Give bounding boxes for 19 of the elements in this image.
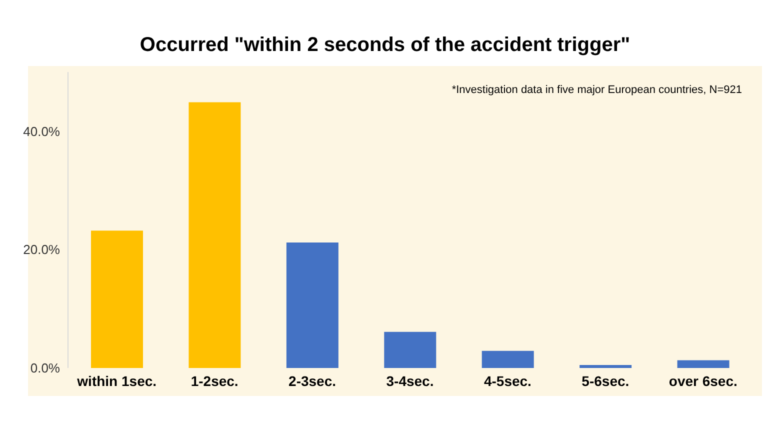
x-tick-label: 2-3sec. bbox=[288, 372, 336, 389]
bar bbox=[384, 332, 436, 368]
bar bbox=[286, 242, 338, 368]
y-tick-label: 0.0% bbox=[30, 360, 60, 376]
annotation: *Investigation data in five major European countries, N=921 bbox=[452, 84, 742, 96]
y-tick-label: 40.0% bbox=[23, 124, 60, 139]
bar bbox=[188, 102, 241, 368]
chart-title: Occurred "within 2 seconds of the accident trigger" bbox=[138, 34, 632, 57]
bar bbox=[91, 230, 143, 368]
x-tick-label: 1-2sec. bbox=[190, 372, 238, 389]
x-tick-label: 5-6sec. bbox=[582, 372, 630, 389]
x-tick-label: over 6sec. bbox=[668, 372, 738, 389]
bar bbox=[482, 350, 534, 368]
x-tick-label: 3-4sec. bbox=[386, 372, 434, 389]
bar bbox=[677, 360, 730, 368]
y-tick-label: 20.0% bbox=[23, 242, 60, 258]
bar bbox=[580, 365, 632, 368]
x-tick-label: 4-5sec. bbox=[484, 372, 532, 389]
x-tick-label: within 1sec. bbox=[76, 372, 157, 389]
